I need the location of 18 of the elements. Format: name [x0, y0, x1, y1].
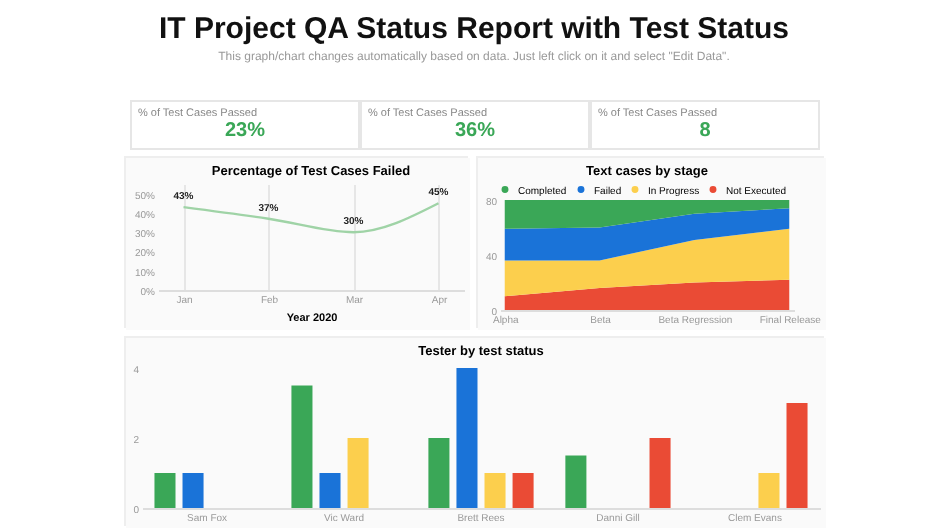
- text: 36%: [452, 120, 497, 142]
- bar: [291, 385, 313, 508]
- bar: [154, 473, 176, 508]
- bar: [565, 455, 587, 508]
- bar: [347, 438, 369, 508]
- bar: [786, 403, 808, 508]
- bar: [649, 438, 671, 508]
- bar: [182, 473, 204, 508]
- text: 23%: [222, 120, 267, 142]
- text: IT Project QA Status Report with Test Status: [156, 12, 792, 46]
- bar: [428, 438, 450, 508]
- text: 8: [697, 120, 713, 142]
- bar: [512, 473, 534, 508]
- bar: [758, 473, 780, 508]
- line-series: [182, 202, 440, 234]
- bar: [319, 473, 341, 508]
- bar: [456, 368, 478, 508]
- bar: [484, 473, 506, 508]
